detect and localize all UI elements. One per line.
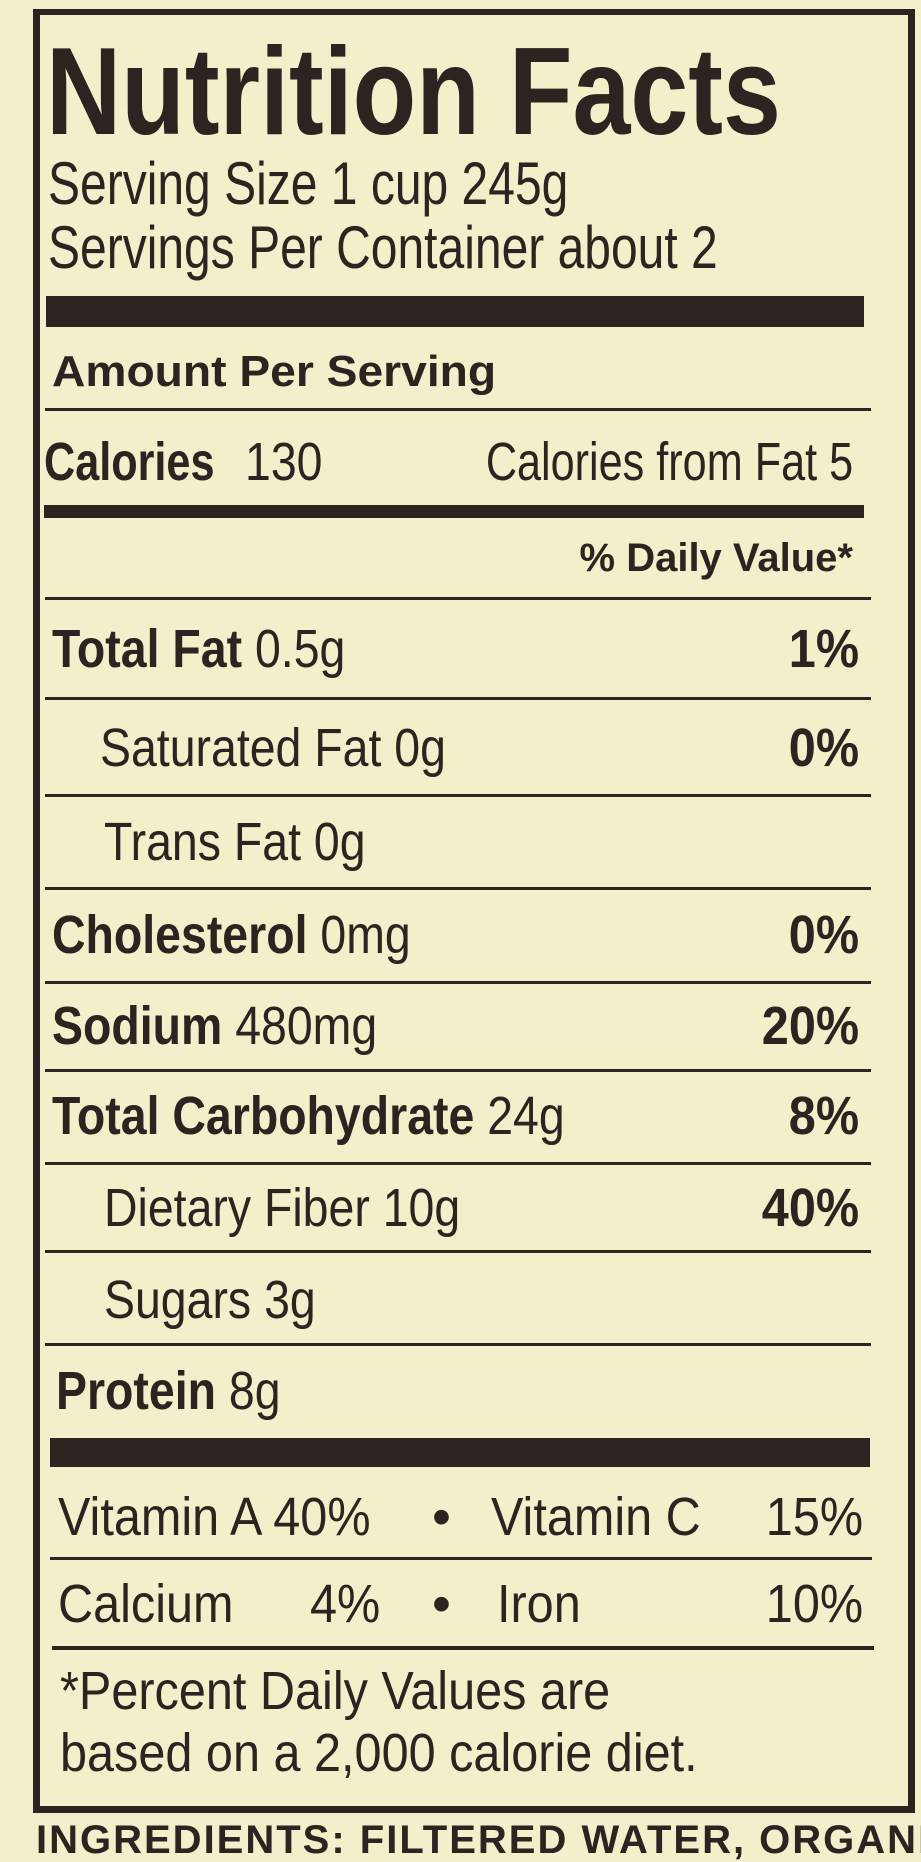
footnote-line-1: *Percent Daily Values are <box>60 1661 611 1721</box>
calories-label: Calories <box>44 432 215 492</box>
nutrient-dv: 1% <box>788 619 859 679</box>
divider <box>45 1250 871 1253</box>
serving-size-text: Serving Size 1 cup 245g <box>48 150 569 217</box>
nutrient-amount: 10g <box>382 1178 461 1238</box>
vitamin-dv: 10% <box>765 1574 863 1634</box>
nutrient-row-sodium: Sodium 480mg 20% <box>0 996 921 1056</box>
vitamin-dv: 4% <box>310 1574 381 1634</box>
label-title: Nutrition Facts <box>46 30 921 154</box>
amount-per-serving: Amount Per Serving <box>52 348 496 396</box>
divider <box>45 1343 871 1346</box>
title-text: Nutrition Facts <box>46 23 781 161</box>
nutrient-amount: 24g <box>487 1086 565 1146</box>
footnote: *Percent Daily Values are based on a 2,0… <box>60 1660 769 1784</box>
nutrient-amount: 8g <box>228 1361 281 1421</box>
nutrient-row-protein: Protein 8g <box>0 1361 921 1421</box>
nutrient-name: Total Fat <box>52 619 243 679</box>
vitamin-name: Iron <box>497 1574 581 1634</box>
vitamin-row-2: Calcium 4% • Iron 10% <box>0 1574 921 1634</box>
divider <box>50 1557 872 1560</box>
vitamin-dv: 15% <box>765 1487 863 1547</box>
nutrient-row-trans-fat: Trans Fat 0g <box>0 812 921 872</box>
calories-row: Calories 130 Calories from Fat 5 <box>0 432 921 492</box>
vitamin-row-1: Vitamin A 40% • Vitamin C 15% <box>0 1487 921 1547</box>
ingredients-cutoff: INGREDIENTS: FILTERED WATER, ORGANIC <box>36 1818 921 1862</box>
nutrient-row-sugars: Sugars 3g <box>0 1270 921 1330</box>
nutrient-name: Dietary Fiber <box>104 1178 370 1238</box>
nutrient-name: Total Carbohydrate <box>52 1086 475 1146</box>
footnote-line-2: based on a 2,000 calorie diet. <box>60 1723 698 1783</box>
nutrient-row-total-fat: Total Fat 0.5g 1% <box>0 619 921 679</box>
serving-size: Serving Size 1 cup 245g <box>48 152 698 216</box>
divider <box>45 1069 871 1072</box>
vitamin-dv: 40% <box>273 1487 371 1547</box>
nutrition-label-border <box>33 9 915 1813</box>
nutrient-amount: 0g <box>313 812 366 872</box>
divider <box>45 794 871 797</box>
thick-divider <box>46 296 864 327</box>
nutrient-amount: 0mg <box>320 905 411 965</box>
servings-per-container-text: Servings Per Container about 2 <box>48 214 718 281</box>
nutrient-amount: 480mg <box>235 996 378 1056</box>
nutrient-dv: 20% <box>761 996 859 1056</box>
bullet-separator: • <box>432 1574 451 1634</box>
ingredients-text: INGREDIENTS: FILTERED WATER, ORGANIC <box>36 1820 921 1860</box>
divider <box>45 887 871 890</box>
thick-divider <box>50 1438 870 1467</box>
divider <box>52 1646 874 1650</box>
nutrient-name: Trans Fat <box>104 812 301 872</box>
nutrient-row-saturated-fat: Saturated Fat 0g 0% <box>0 718 921 778</box>
nutrient-dv: 0% <box>788 718 859 778</box>
divider <box>45 408 871 411</box>
nutrient-row-total-carbohydrate: Total Carbohydrate 24g 8% <box>0 1086 921 1146</box>
bullet-separator: • <box>432 1487 451 1547</box>
vitamin-name: Calcium <box>58 1574 234 1634</box>
nutrient-name: Sodium <box>52 996 223 1056</box>
vitamin-name: Vitamin A <box>58 1487 260 1547</box>
daily-value-header-text: % Daily Value* <box>579 536 853 580</box>
nutrient-amount: 3g <box>264 1270 316 1330</box>
divider <box>45 597 871 600</box>
nutrient-dv: 40% <box>761 1178 859 1238</box>
amount-per-serving-text: Amount Per Serving <box>52 347 497 396</box>
medium-divider <box>44 505 864 518</box>
nutrient-name: Cholesterol <box>52 905 308 965</box>
nutrient-row-cholesterol: Cholesterol 0mg 0% <box>0 905 921 965</box>
nutrient-amount: 0.5g <box>254 619 346 679</box>
calories-value: 130 <box>245 432 323 492</box>
servings-per-container: Servings Per Container about 2 <box>48 216 885 280</box>
nutrient-dv: 8% <box>788 1086 859 1146</box>
nutrient-name: Sugars <box>104 1270 252 1330</box>
nutrient-amount: 0g <box>394 718 446 778</box>
divider <box>45 981 871 984</box>
nutrient-name: Saturated Fat <box>100 718 382 778</box>
daily-value-header: % Daily Value* <box>580 536 853 580</box>
calories-from-fat: Calories from Fat 5 <box>485 432 853 492</box>
divider <box>45 1162 871 1165</box>
nutrient-dv: 0% <box>788 905 859 965</box>
nutrient-name: Protein <box>56 1361 216 1421</box>
vitamin-name: Vitamin C <box>491 1487 701 1547</box>
nutrient-row-dietary-fiber: Dietary Fiber 10g 40% <box>0 1178 921 1238</box>
divider <box>45 697 871 700</box>
